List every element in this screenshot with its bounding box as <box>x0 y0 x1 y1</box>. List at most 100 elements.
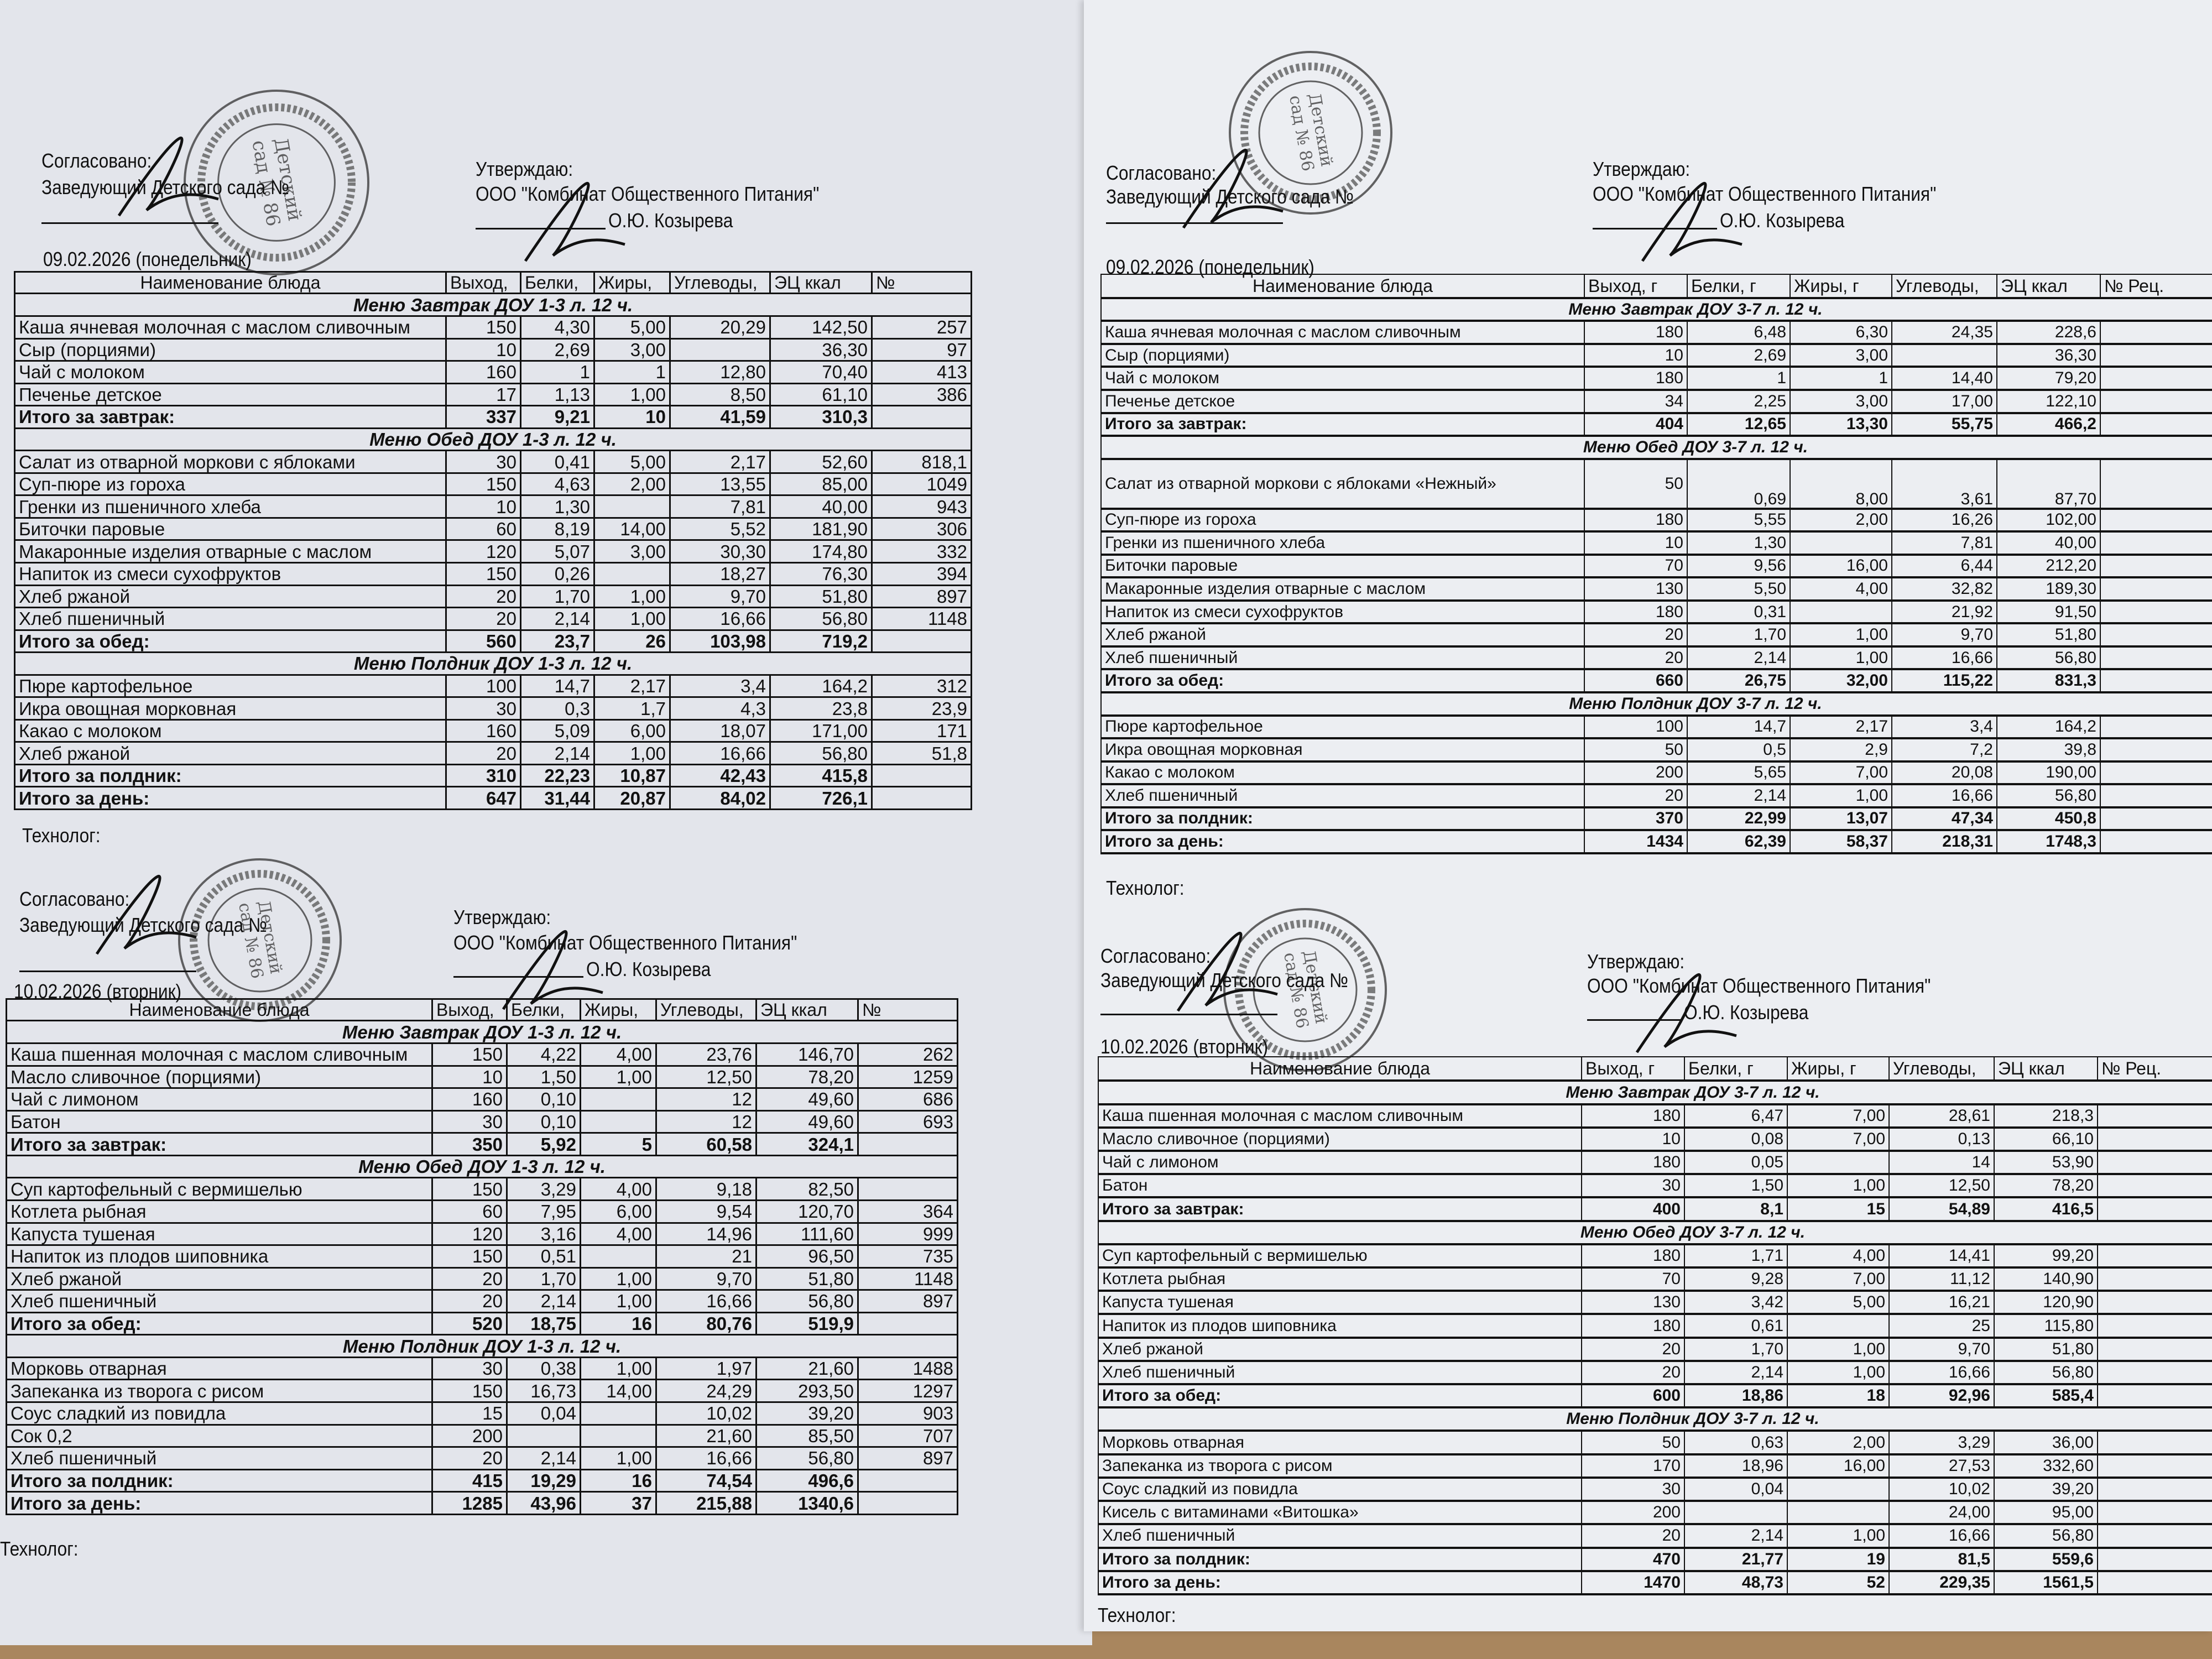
menu-table: Наименование блюда Выход, Белки, Жиры, Углев… <box>6 998 958 1515</box>
table-row: Суп картофельный с вермишелью 180 1,71 4,00… <box>1098 1243 2212 1269</box>
nutrition-value: 14,00 <box>580 1379 657 1403</box>
nutrition-value: 14,7 <box>520 674 595 698</box>
table-row: Соус сладкий из повидла 15 0,04 10,02 39,20 9… <box>6 1401 958 1426</box>
nutrition-value: 228,6 <box>1996 320 2101 345</box>
nutrition-value: 190,00 <box>1996 760 2101 786</box>
nutrition-value: 189,30 <box>1996 577 2101 602</box>
table-row: Хлеб пшеничный 20 2,14 1,00 16,66 56,80 1148 <box>14 607 972 631</box>
dish-name: Запеканка из творога с рисом <box>1098 1453 1582 1479</box>
nutrition-value: 1,50 <box>506 1065 581 1089</box>
column-header: Углеводы, <box>1891 274 1997 299</box>
table-row: Масло сливочное (порциями) 10 0,08 7,00 0,13… <box>1098 1126 2212 1152</box>
table-row: Макаронные изделия отварные с маслом 120 5… <box>14 539 972 564</box>
total-row: Итого за день: 1434 62,39 58,37 218,31 1748,3 <box>1100 830 2212 854</box>
nutrition-value: 4,00 <box>580 1177 657 1201</box>
signature-line <box>476 228 606 229</box>
total-value: 415 <box>431 1468 508 1493</box>
nutrition-value: 56,80 <box>769 741 873 765</box>
nutrition-value: 1,00 <box>580 1356 657 1381</box>
nutrition-value <box>669 337 771 362</box>
nutrition-value: 160 <box>431 1087 508 1112</box>
dish-name: Каша пшенная молочная с маслом сливочным <box>1098 1103 1582 1129</box>
nutrition-value: 180 <box>1584 599 1688 625</box>
handwritten-signature-icon <box>1167 928 1288 1025</box>
dish-name: Капуста тушеная <box>1098 1290 1582 1316</box>
dish-name: Соус сладкий из повидла <box>6 1401 433 1426</box>
dish-name: Икра овощная морковная <box>1100 738 1585 763</box>
table-row: Суп-пюре из гороха 150 4,63 2,00 13,55 85,00 1… <box>14 472 972 497</box>
nutrition-value: 306 <box>871 517 972 541</box>
nutrition-value: 1,00 <box>1787 1360 1890 1386</box>
nutrition-value: 5,55 <box>1687 508 1791 533</box>
nutrition-value: 20 <box>1584 623 1688 648</box>
total-value: 416,5 <box>1994 1197 2098 1222</box>
nutrition-value: 3,00 <box>593 539 671 564</box>
nutrition-value: 17 <box>445 382 521 407</box>
nutrition-value: 903 <box>2097 1477 2212 1503</box>
table-row: Каша пшенная молочная с маслом сливочным… <box>6 1042 958 1067</box>
total-value: 21,77 <box>1684 1547 1788 1572</box>
nutrition-value: 32,82 <box>1891 577 1997 602</box>
nutrition-value: 818,1 <box>871 450 972 474</box>
nutrition-value: 1049 <box>871 472 972 497</box>
column-header: Углеводы, <box>1888 1056 1995 1082</box>
nutrition-value: 3,4 <box>669 674 771 698</box>
nutrition-value: 0,69 <box>1687 458 1791 510</box>
nutrition-value: 16,26 <box>1891 508 1997 533</box>
dish-name: Суп-пюре из гороха <box>14 472 447 497</box>
table-row: Сок 0,2 200 21,60 85,50 707 <box>6 1423 958 1448</box>
total-label: Итого за полдник: <box>1100 806 1585 832</box>
dish-name: Икра овощная морковная <box>14 696 447 721</box>
total-value: 470 <box>1581 1547 1685 1572</box>
column-header: Выход, <box>431 998 508 1022</box>
nutrition-value: 23,8 <box>769 696 873 721</box>
column-header: Наименование блюда <box>1100 274 1585 299</box>
nutrition-value: 14,96 <box>655 1222 757 1246</box>
handwritten-signature-icon <box>1626 969 1747 1066</box>
handwritten-signature-icon <box>108 133 229 229</box>
total-row: Итого за день: 1470 48,73 52 229,35 1561,5 <box>1098 1570 2212 1596</box>
nutrition-value: 2,25 <box>1687 389 1791 414</box>
table-row: Суп-пюре из гороха 180 5,55 2,00 16,26 102,00… <box>1100 508 2212 533</box>
total-row: Итого за день: 1285 43,96 37 215,88 1340,6 <box>6 1491 958 1515</box>
total-row: Итого за обед: 520 18,75 16 80,76 519,9 <box>6 1311 958 1336</box>
nutrition-value: 180 <box>1584 320 1688 345</box>
nutrition-value: 707 <box>857 1423 958 1448</box>
nutrition-value: 4,22 <box>506 1042 581 1067</box>
nutrition-value: 96,50 <box>755 1244 859 1269</box>
nutrition-value: 20,29 <box>669 315 771 340</box>
nutrition-value: 332 <box>2100 577 2212 602</box>
nutrition-value: 312 <box>871 674 972 698</box>
nutrition-value: 394 <box>2100 599 2212 625</box>
nutrition-value <box>1790 599 1892 625</box>
nutrition-value: 39,8 <box>1996 738 2101 763</box>
signatory-name: О.Ю. Козырева <box>1684 1001 1809 1024</box>
nutrition-value: 11,12 <box>1888 1267 1995 1292</box>
dish-name: Хлеб ржаной <box>1098 1337 1582 1362</box>
total-value: 324,1 <box>755 1132 859 1156</box>
nutrition-value: 51,80 <box>769 584 873 609</box>
total-value: 404 <box>1584 412 1688 437</box>
table-row: Печенье детское 17 1,13 1,00 8,50 61,10 386 <box>14 382 972 407</box>
nutrition-value: 9,54 <box>655 1199 757 1224</box>
nutrition-value: 16,66 <box>1891 645 1997 671</box>
nutrition-value: 0,51 <box>506 1244 581 1269</box>
nutrition-value: 386 <box>871 382 972 407</box>
nutrition-value <box>1787 1477 1890 1503</box>
dish-name: Хлеб ржаной <box>14 741 447 765</box>
nutrition-value: 16,66 <box>655 1446 757 1470</box>
total-value: 80,76 <box>655 1311 757 1336</box>
nutrition-value <box>1790 531 1892 556</box>
column-header: Наименование блюда <box>14 270 447 295</box>
nutrition-value: 5,09 <box>520 718 595 743</box>
section-title: Меню Полдник ДОУ 1-3 л. 12 ч. <box>14 651 972 676</box>
table-row: Чай с лимоном 160 0,10 12 49,60 686 <box>6 1087 958 1112</box>
total-value: 1434 <box>1584 830 1688 854</box>
nutrition-value: 16,66 <box>1891 784 1997 808</box>
dish-name: Биточки паровые <box>14 517 447 541</box>
